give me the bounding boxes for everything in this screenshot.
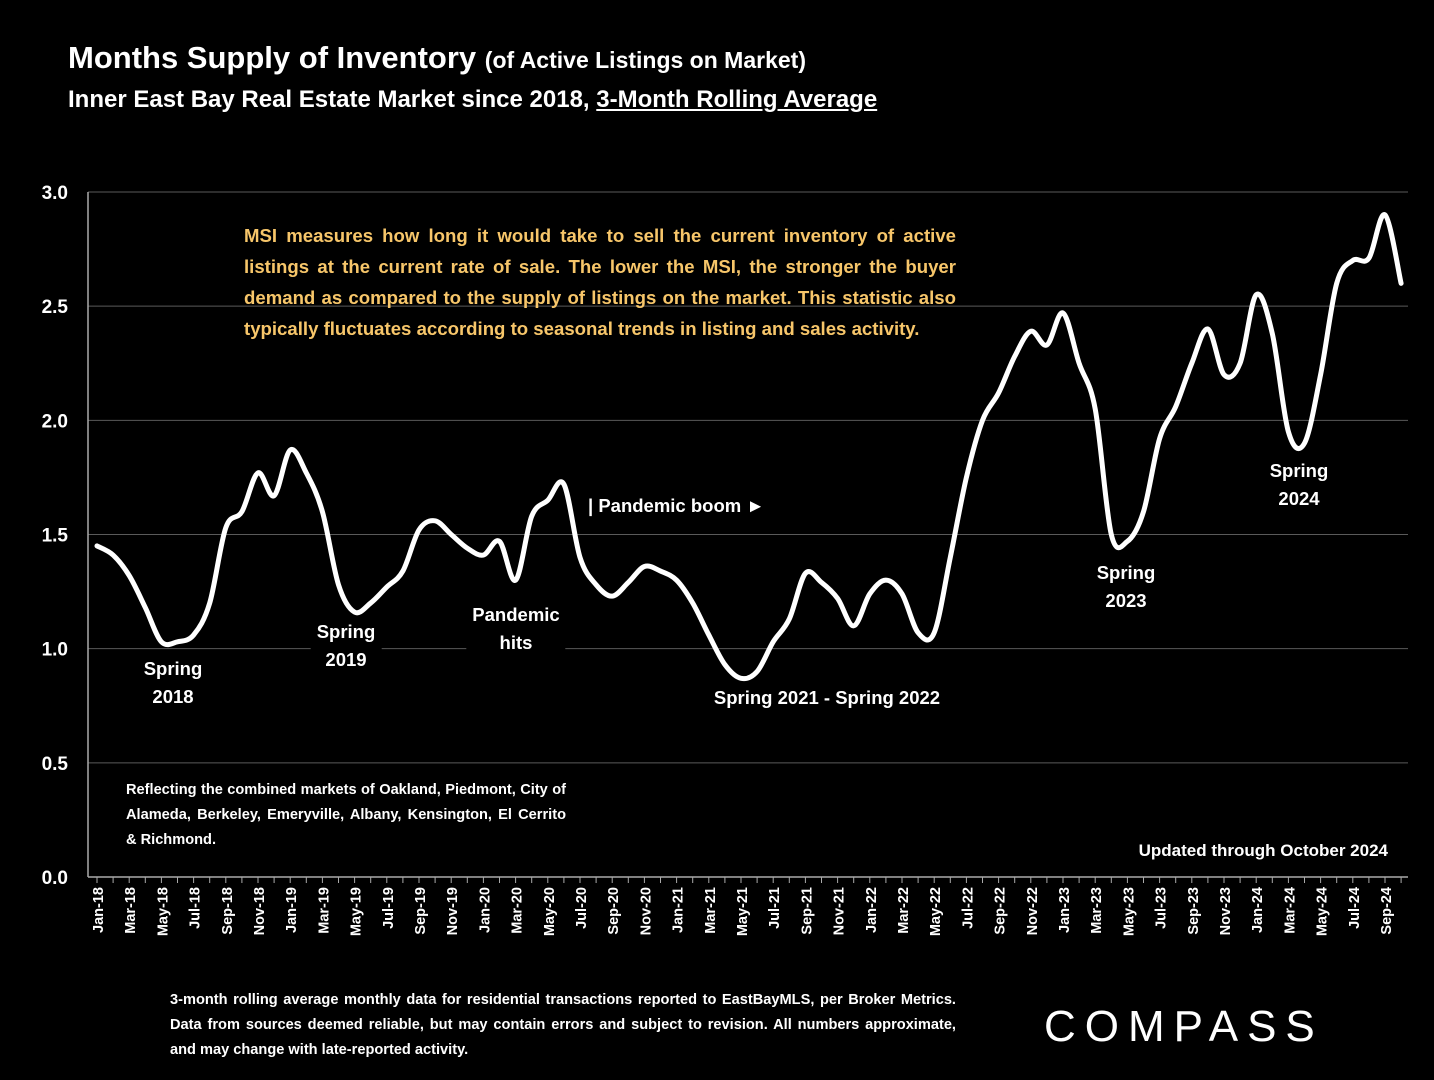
chart-title: Months Supply of Inventory [68, 40, 477, 75]
x-tick-label: Sep-20 [606, 887, 622, 935]
data-line [94, 212, 1404, 682]
annotation: Spring 2019 [310, 618, 382, 674]
x-tick-label: May-19 [349, 887, 365, 936]
annotation-line: 2023 [1105, 590, 1147, 611]
annotation: | Pandemic boom ► [582, 492, 771, 520]
x-tick-label: Jul-22 [960, 887, 976, 929]
x-tick-label: Jan-20 [477, 887, 493, 933]
annotation-line: Pandemic [472, 604, 560, 625]
x-tick-label: Mar-18 [123, 887, 139, 934]
annotation-line: Spring [143, 658, 203, 679]
x-tick-label: Jul-19 [381, 887, 397, 929]
annotation-line: hits [499, 632, 533, 653]
x-tick-label: May-22 [928, 887, 944, 936]
annotation-line: 2024 [1278, 488, 1320, 509]
x-tick-label: Sep-19 [413, 887, 429, 935]
x-tick-label: Jan-24 [1250, 887, 1266, 933]
y-tick-label: 0.5 [42, 754, 69, 775]
x-tick-label: Jul-24 [1347, 887, 1363, 929]
annotation: Spring 2023 [1090, 559, 1162, 615]
annotation: Spring 2018 [137, 655, 209, 711]
x-tick-label: Mar-21 [703, 887, 719, 934]
x-tick-label: Mar-24 [1282, 887, 1298, 934]
x-tick-label: May-20 [542, 887, 558, 936]
y-tick-label: 2.5 [42, 297, 69, 318]
y-tick-label: 1.0 [42, 640, 68, 661]
annotation: Spring 2024 [1263, 457, 1335, 513]
x-tick-label: Sep-21 [799, 887, 815, 935]
x-tick-label: Sep-23 [1186, 887, 1202, 935]
annotation-line: Spring 2021 - Spring 2022 [713, 687, 941, 708]
subtitle-emphasis: 3-Month Rolling Average [596, 86, 878, 113]
x-tick-label: Jul-20 [574, 887, 590, 929]
annotation: Pandemic hits [466, 601, 566, 657]
y-tick-label: 1.5 [42, 526, 69, 547]
annotation-line: Spring [1269, 460, 1329, 481]
y-tick-label: 3.0 [42, 183, 68, 204]
annotation-line: Spring [1096, 562, 1156, 583]
x-tick-label: Nov-18 [252, 887, 268, 935]
footer: 3-month rolling average monthly data for… [170, 992, 956, 1058]
x-tick-label: Nov-21 [832, 887, 848, 935]
annotation-line: 2018 [152, 686, 194, 707]
x-tick-label: May-24 [1315, 887, 1331, 936]
x-tick-label: Nov-22 [1025, 887, 1041, 935]
note: Reflecting the combined markets of Oakla… [126, 782, 566, 848]
updated: Updated through October 2024 [1138, 841, 1388, 860]
x-tick-label: Mar-20 [510, 887, 526, 934]
x-tick-label: Jul-21 [767, 887, 783, 929]
x-tick-label: Sep-24 [1379, 887, 1395, 935]
x-tick-label: May-21 [735, 887, 751, 936]
y-tick-label: 2.0 [42, 411, 68, 432]
subtitle-block: Inner East Bay Real Estate Market since … [68, 86, 877, 114]
x-tick-label: Jan-22 [864, 887, 880, 933]
x-tick-label: Jul-18 [188, 887, 204, 929]
x-tick-label: Jan-21 [671, 887, 687, 933]
x-tick-label: May-18 [155, 887, 171, 936]
x-tick-label: Jan-19 [284, 887, 300, 933]
x-tick-label: Nov-23 [1218, 887, 1234, 935]
annotation-line: | Pandemic boom ► [588, 495, 765, 516]
x-tick-label: Mar-22 [896, 887, 912, 934]
x-tick-label: Sep-22 [993, 887, 1009, 935]
title-suffix: (of Active Listings on Market) [484, 47, 806, 73]
x-tick-label: May-23 [1121, 887, 1137, 936]
x-tick-label: Jan-18 [91, 887, 107, 933]
annotation-line: 2019 [325, 649, 367, 670]
annotation: Spring 2021 - Spring 2022 [707, 684, 947, 712]
annotation-line: Spring [316, 621, 376, 642]
x-tick-label: Nov-20 [638, 887, 654, 935]
y-tick-label: 0.0 [42, 868, 68, 889]
x-tick-label: Sep-18 [220, 887, 236, 935]
logo: COMPASS [1044, 1002, 1324, 1051]
x-tick-label: Mar-23 [1089, 887, 1105, 934]
callout: MSI measures how long it would take to s… [244, 225, 956, 339]
x-tick-label: Nov-19 [445, 887, 461, 935]
title-block: Months Supply of Inventory (of Active Li… [68, 40, 806, 76]
x-tick-label: Jul-23 [1154, 887, 1170, 929]
x-tick-label: Jan-23 [1057, 887, 1073, 933]
subtitle: Inner East Bay Real Estate Market since … [68, 86, 590, 113]
x-tick-label: Mar-19 [316, 887, 332, 934]
